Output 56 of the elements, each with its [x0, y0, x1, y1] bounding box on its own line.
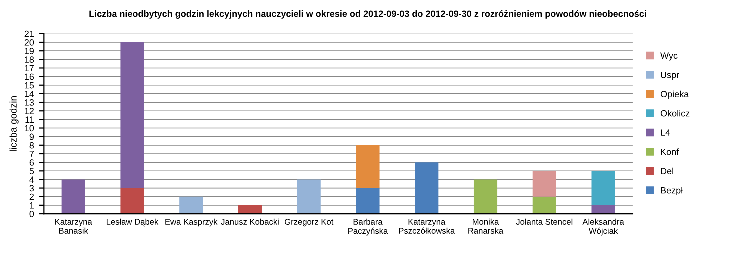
legend-label: Wyc [660, 52, 678, 61]
y-tick-label: 8 [30, 142, 34, 149]
x-tick-label: Barbara Paczyńska [348, 218, 388, 236]
y-tick-label: 12 [25, 108, 34, 114]
y-tick-label: 14 [25, 91, 34, 98]
bar [62, 180, 86, 214]
bar [180, 196, 204, 214]
bar [120, 188, 144, 214]
bar [356, 145, 380, 188]
y-tick-label: 20 [24, 39, 34, 46]
x-tick-label: Lesław Dąbek [106, 218, 159, 227]
legend-label: Del [661, 168, 674, 175]
x-tick-label: Katarzyna Banasik [56, 219, 92, 234]
bar [120, 42, 144, 188]
bar [297, 180, 321, 214]
y-tick-label: 16 [25, 74, 34, 80]
x-tick-label: Katarzyna Pszczółkowska [399, 219, 456, 234]
y-tick-label: 17 [25, 65, 34, 72]
x-tick-label: Ewa Kasprzyk [166, 218, 218, 227]
y-tick-label: 9 [30, 134, 34, 140]
y-axis-title: liczba godzin [10, 96, 19, 152]
legend-label: Bezpł [661, 187, 684, 196]
y-tick-label: 4 [30, 176, 34, 183]
legend-label: Uspr [661, 72, 680, 80]
x-tick-label: Janusz Kobacki [221, 218, 279, 225]
bar [356, 188, 380, 214]
y-tick-label: 3 [30, 185, 34, 192]
bar [532, 171, 556, 197]
bar [238, 205, 262, 214]
y-tick-label: 11 [26, 116, 34, 123]
y-tick-label: 10 [25, 125, 34, 132]
x-tick-label: Monika Ranarska [468, 218, 504, 234]
bar [415, 162, 439, 214]
bar [474, 180, 498, 214]
y-tick-label: 7 [30, 151, 34, 158]
legend-label: Konf [661, 148, 680, 156]
legend-label: Opieka [660, 90, 690, 100]
bar [592, 205, 616, 214]
bar [532, 196, 556, 214]
legend-label: Okolicz [660, 110, 690, 117]
y-tick-label: 5 [30, 168, 34, 174]
y-tick-label: 1 [30, 202, 34, 209]
y-tick-label: 15 [25, 82, 34, 89]
bar [592, 171, 616, 206]
legend-label: L4 [661, 130, 670, 136]
y-tick-label: 21 [24, 30, 34, 38]
y-tick-label: 19 [25, 48, 34, 54]
y-tick-label: 6 [30, 160, 34, 166]
y-tick-label: 13 [25, 100, 34, 106]
x-tick-label: Aleksandra Wójciak [582, 218, 624, 236]
y-tick-label: 18 [25, 56, 34, 64]
x-tick-label: Jolanta Stencel [516, 218, 573, 225]
y-tick-label: 2 [30, 194, 34, 200]
chart-title: Liczba nieodbytych godzin lekcyjnych nauczycieli w okresie od 2012-09-03 do 2012-09-30 z rozróżnieniem powodów nieobecności [90, 10, 646, 19]
x-tick-label: Grzegorz Kot [284, 219, 334, 227]
y-tick-label: 0 [30, 210, 34, 218]
